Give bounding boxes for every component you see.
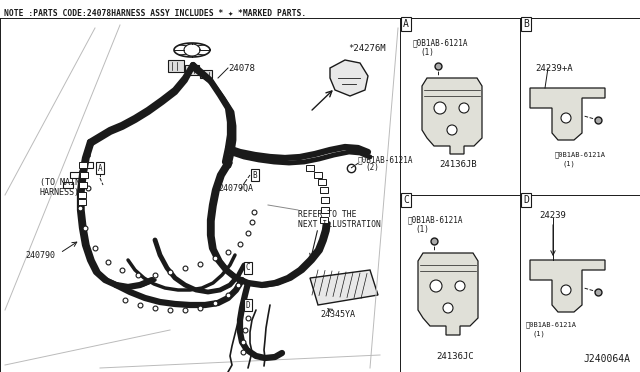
Circle shape [459, 103, 469, 113]
Text: D: D [523, 195, 529, 205]
Text: 24345YA: 24345YA [320, 310, 355, 319]
Circle shape [455, 281, 465, 291]
Text: 24136JC: 24136JC [436, 352, 474, 361]
Text: C: C [246, 263, 250, 273]
FancyBboxPatch shape [79, 162, 87, 168]
Text: (1): (1) [533, 331, 546, 337]
FancyBboxPatch shape [318, 179, 326, 185]
Polygon shape [422, 78, 482, 154]
Text: HARNESS): HARNESS) [40, 188, 80, 197]
FancyBboxPatch shape [321, 207, 329, 213]
Text: NEXT ILLUSTRATION: NEXT ILLUSTRATION [298, 220, 381, 229]
Polygon shape [530, 88, 605, 140]
FancyBboxPatch shape [320, 217, 328, 223]
Circle shape [430, 280, 442, 292]
Circle shape [561, 113, 571, 123]
Circle shape [447, 125, 457, 135]
Text: B: B [253, 170, 257, 180]
Text: J240064A: J240064A [583, 354, 630, 364]
FancyBboxPatch shape [79, 182, 87, 188]
Text: (1): (1) [562, 161, 575, 167]
Text: Ⓑ0B1AB-6121A: Ⓑ0B1AB-6121A [555, 152, 606, 158]
FancyBboxPatch shape [70, 172, 80, 178]
Text: (1): (1) [415, 224, 429, 234]
FancyBboxPatch shape [306, 165, 314, 171]
Text: (1): (1) [420, 48, 434, 57]
FancyBboxPatch shape [63, 182, 73, 188]
FancyBboxPatch shape [78, 192, 86, 198]
Polygon shape [310, 270, 378, 305]
Text: B: B [523, 19, 529, 29]
FancyBboxPatch shape [185, 65, 199, 75]
Text: Ⓑ0B1AB-6121A: Ⓑ0B1AB-6121A [358, 155, 413, 164]
Text: (TO MAIN: (TO MAIN [40, 178, 80, 187]
FancyBboxPatch shape [320, 187, 328, 193]
Text: Ⓑ0B1AB-6121A: Ⓑ0B1AB-6121A [408, 215, 463, 224]
Circle shape [443, 303, 453, 313]
Text: A: A [403, 19, 409, 29]
Text: 24239+A: 24239+A [535, 64, 573, 73]
Circle shape [561, 285, 571, 295]
Text: A: A [98, 164, 102, 173]
FancyBboxPatch shape [314, 172, 322, 178]
Text: REFER TO THE: REFER TO THE [298, 210, 356, 219]
Polygon shape [418, 253, 478, 335]
FancyBboxPatch shape [80, 172, 88, 178]
FancyBboxPatch shape [321, 197, 329, 203]
Text: 24079QA: 24079QA [218, 183, 253, 192]
Text: Ⓑ0B1AB-6121A: Ⓑ0B1AB-6121A [413, 38, 468, 48]
Text: *24276M: *24276M [348, 44, 386, 52]
Text: NOTE :PARTS CODE:24078HARNESS ASSY INCLUDES * ✦ *MARKED PARTS.: NOTE :PARTS CODE:24078HARNESS ASSY INCLU… [4, 9, 307, 17]
Text: 24078: 24078 [228, 64, 255, 73]
Text: 240790: 240790 [25, 250, 55, 260]
FancyBboxPatch shape [78, 199, 86, 205]
Text: D: D [246, 301, 250, 310]
FancyBboxPatch shape [200, 70, 212, 78]
Text: C: C [403, 195, 409, 205]
Text: 24239: 24239 [540, 211, 566, 219]
Polygon shape [330, 60, 368, 96]
Text: Ⓑ0B1AB-6121A: Ⓑ0B1AB-6121A [526, 322, 577, 328]
FancyBboxPatch shape [168, 60, 184, 72]
Circle shape [434, 102, 446, 114]
Text: (2): (2) [365, 163, 379, 171]
FancyBboxPatch shape [83, 162, 93, 168]
Polygon shape [530, 260, 605, 312]
Text: 24136JB: 24136JB [439, 160, 477, 169]
